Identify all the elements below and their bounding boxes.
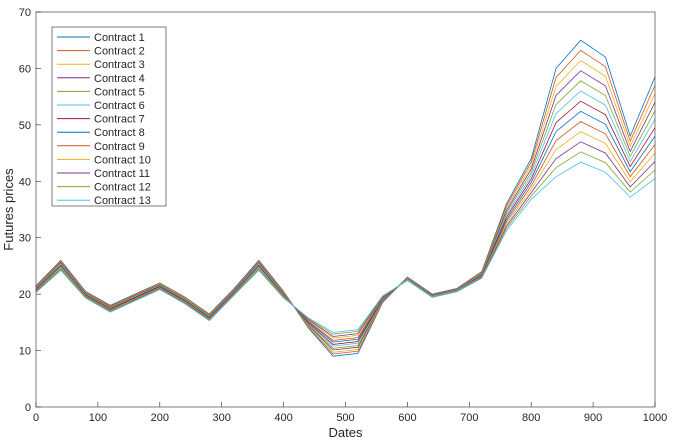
- x-tick-label: 800: [522, 412, 540, 424]
- x-tick-label: 100: [89, 412, 107, 424]
- series-line-contract-6: [35, 90, 656, 347]
- x-tick-label: 900: [584, 412, 602, 424]
- series-line-contract-10: [35, 131, 656, 339]
- legend-entry: Contract 10: [94, 154, 151, 166]
- y-tick-label: 60: [19, 63, 31, 75]
- x-tick-label: 200: [151, 412, 169, 424]
- legend-entry: Contract 9: [94, 141, 145, 153]
- x-tick-label: 0: [33, 412, 39, 424]
- y-tick-label: 40: [19, 176, 31, 188]
- legend-box: [51, 26, 167, 207]
- axis-ticks: 0 100 200 300 400 500 600 700 800 900 1000 0 10 20 30 4…: [19, 7, 667, 424]
- series-line-contract-1: [35, 39, 656, 357]
- legend-entry: Contract 13: [94, 195, 151, 207]
- series-line-contract-12: [35, 151, 656, 335]
- y-tick-label: 20: [19, 289, 31, 301]
- series-line-contract-13: [35, 161, 656, 333]
- legend-entry: Contract 3: [94, 59, 145, 71]
- series-line-contract-9: [35, 121, 656, 341]
- legend-entry: Contract 5: [94, 86, 145, 98]
- x-tick-label: 600: [398, 412, 416, 424]
- y-axis-label: Futures prices: [1, 168, 16, 251]
- x-tick-label: 1000: [643, 412, 667, 424]
- series-line-contract-2: [35, 49, 656, 355]
- series-line-contract-5: [35, 80, 656, 349]
- x-axis-label: Dates: [329, 425, 363, 440]
- series-line-contract-7: [35, 100, 656, 345]
- legend-entry: Contract 6: [94, 100, 145, 112]
- y-tick-label: 30: [19, 233, 31, 245]
- legend-entry: Contract 4: [94, 73, 145, 85]
- series-lines: [35, 39, 656, 357]
- series-line-contract-11: [35, 141, 656, 337]
- legend-entry: Contract 2: [94, 46, 145, 58]
- legend-entry: Contract 12: [94, 182, 151, 194]
- y-tick-label: 70: [19, 7, 31, 19]
- series-line-contract-4: [35, 70, 656, 351]
- x-tick-label: 400: [274, 412, 292, 424]
- legend-entry: Contract 7: [94, 114, 145, 126]
- legend-entry: Contract 8: [94, 127, 145, 139]
- series-line-contract-8: [35, 110, 656, 343]
- y-tick-label: 10: [19, 346, 31, 358]
- y-tick-label: 50: [19, 120, 31, 132]
- y-tick-label: 0: [25, 402, 31, 414]
- x-tick-label: 300: [213, 412, 231, 424]
- x-tick-label: 700: [460, 412, 478, 424]
- x-tick-label: 500: [336, 412, 354, 424]
- legend-entry: Contract 11: [94, 168, 150, 180]
- legend-entry: Contract 1: [94, 32, 145, 44]
- series-line-contract-3: [35, 59, 656, 353]
